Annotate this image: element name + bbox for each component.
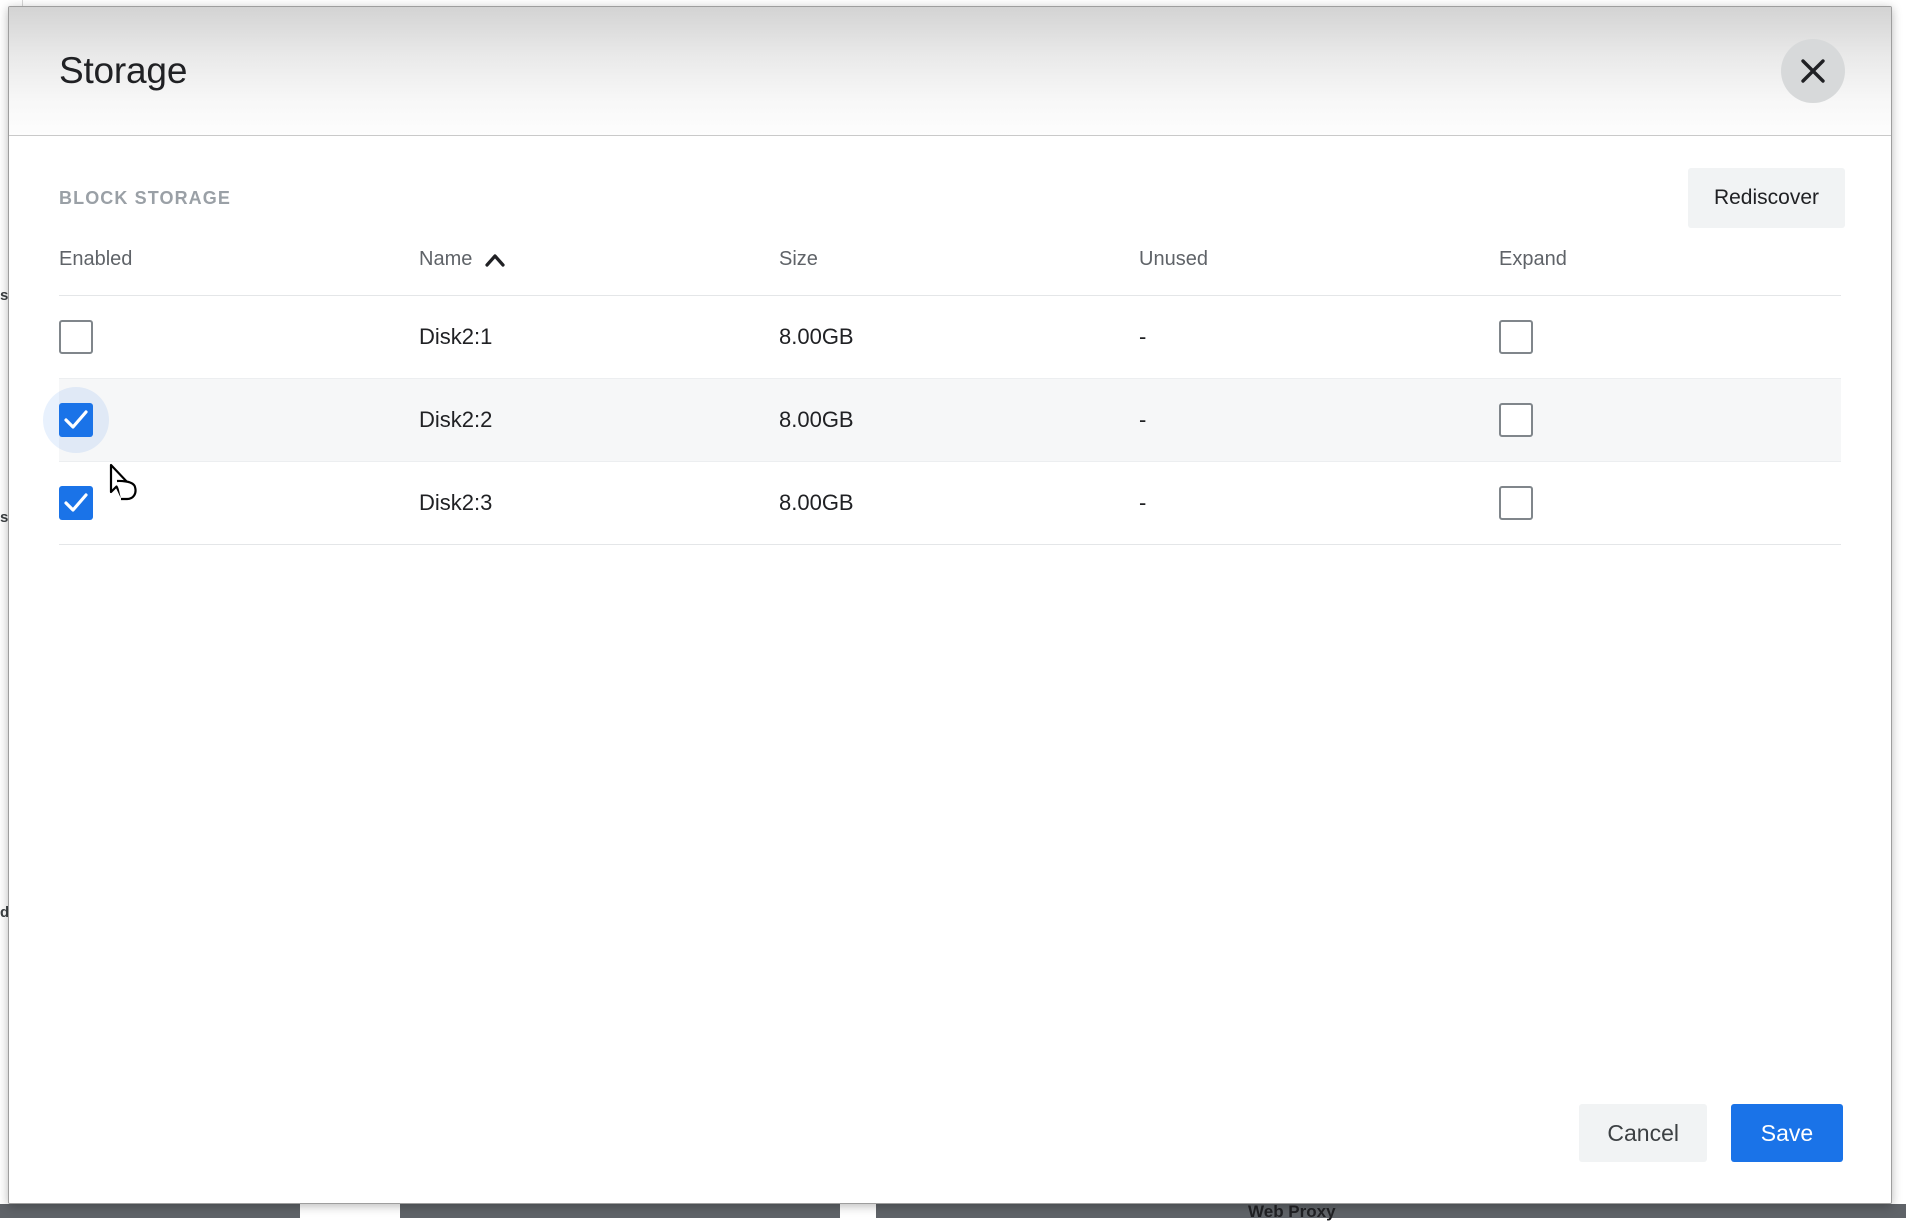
expand-checkbox[interactable] xyxy=(1499,486,1533,520)
enabled-checkbox-wrap xyxy=(59,403,93,437)
table-header: Enabled Name xyxy=(59,248,1841,296)
background-bottom-gap xyxy=(840,1204,876,1218)
expand-checkbox-wrap xyxy=(1499,403,1533,437)
close-icon xyxy=(1796,54,1830,88)
background-bottom-bar: Web Proxy xyxy=(0,1204,1906,1218)
enabled-checkbox[interactable] xyxy=(59,320,93,354)
cell-size: 8.00GB xyxy=(779,296,1139,379)
cell-enabled xyxy=(59,296,419,379)
block-storage-table: Enabled Name xyxy=(59,248,1841,545)
table-row: Disk2:1 8.00GB - xyxy=(59,296,1841,379)
column-header-enabled[interactable]: Enabled xyxy=(59,248,419,296)
cell-name: Disk2:3 xyxy=(419,462,779,545)
column-header-expand-label: Expand xyxy=(1499,248,1567,271)
section-title: BLOCK STORAGE xyxy=(59,188,231,209)
column-header-name-label: Name xyxy=(419,248,472,271)
dialog-body: BLOCK STORAGE Rediscover Enabled Name xyxy=(9,136,1891,1081)
dialog-footer: Cancel Save xyxy=(9,1081,1891,1203)
cell-name: Disk2:1 xyxy=(419,296,779,379)
close-button[interactable] xyxy=(1781,39,1845,103)
expand-checkbox[interactable] xyxy=(1499,403,1533,437)
check-icon xyxy=(63,491,89,515)
page-title: Storage xyxy=(59,50,187,92)
cell-unused: - xyxy=(1139,379,1499,462)
rediscover-button[interactable]: Rediscover xyxy=(1688,168,1845,228)
column-header-expand[interactable]: Expand xyxy=(1499,248,1841,296)
table-header-row: Enabled Name xyxy=(59,248,1841,296)
cell-expand xyxy=(1499,379,1841,462)
background-bottom-gap xyxy=(300,1204,400,1218)
column-header-unused-label: Unused xyxy=(1139,248,1208,271)
cell-unused: - xyxy=(1139,296,1499,379)
column-header-size[interactable]: Size xyxy=(779,248,1139,296)
expand-checkbox-wrap xyxy=(1499,486,1533,520)
expand-checkbox-wrap xyxy=(1499,320,1533,354)
column-header-size-label: Size xyxy=(779,248,818,271)
column-header-enabled-label: Enabled xyxy=(59,248,132,271)
cell-enabled xyxy=(59,462,419,545)
cell-size: 8.00GB xyxy=(779,462,1139,545)
expand-checkbox[interactable] xyxy=(1499,320,1533,354)
table-row: Disk2:3 8.00GB - xyxy=(59,462,1841,545)
cell-unused: - xyxy=(1139,462,1499,545)
cancel-button[interactable]: Cancel xyxy=(1579,1104,1707,1162)
block-storage-section-header: BLOCK STORAGE Rediscover xyxy=(9,136,1891,228)
save-button[interactable]: Save xyxy=(1731,1104,1843,1162)
cell-enabled xyxy=(59,379,419,462)
background-web-proxy-label: Web Proxy xyxy=(1248,1202,1336,1222)
dialog-header: Storage xyxy=(9,7,1891,136)
table-body: Disk2:1 8.00GB - xyxy=(59,296,1841,545)
cell-expand xyxy=(1499,462,1841,545)
enabled-checkbox-wrap xyxy=(59,486,93,520)
cell-name: Disk2:2 xyxy=(419,379,779,462)
check-icon xyxy=(63,408,89,432)
cell-expand xyxy=(1499,296,1841,379)
enabled-checkbox-wrap xyxy=(59,320,93,354)
enabled-checkbox[interactable] xyxy=(59,486,93,520)
enabled-checkbox[interactable] xyxy=(59,403,93,437)
caret-up-icon xyxy=(484,252,506,268)
table-row: Disk2:2 8.00GB - xyxy=(59,379,1841,462)
storage-dialog: Storage BLOCK STORAGE Rediscover xyxy=(8,6,1892,1204)
column-header-unused[interactable]: Unused xyxy=(1139,248,1499,296)
cell-size: 8.00GB xyxy=(779,379,1139,462)
column-header-name[interactable]: Name xyxy=(419,248,779,296)
